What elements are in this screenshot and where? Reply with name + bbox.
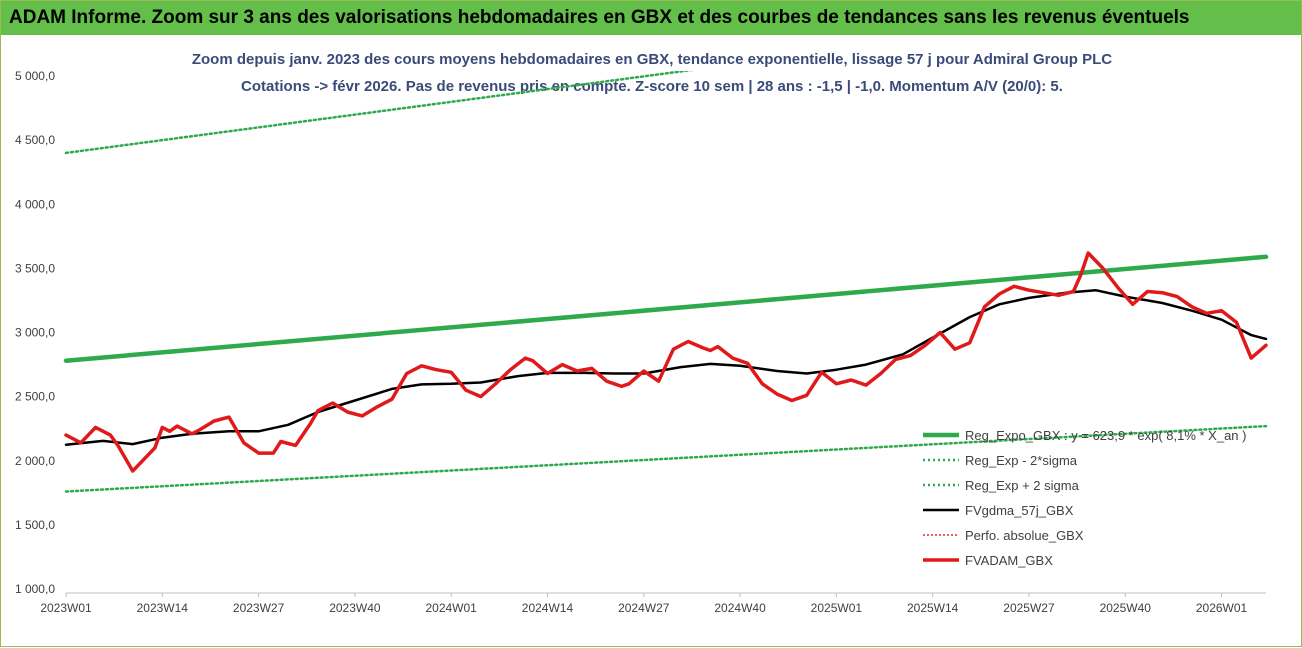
x-tick-label: 2025W40: [1100, 601, 1152, 615]
legend-label-upper-sigma-line: Reg_Exp + 2 sigma: [965, 478, 1080, 493]
y-tick-label: 1 500,0: [15, 518, 55, 532]
x-tick-label: 2025W14: [907, 601, 959, 615]
banner-title: ADAM Informe. Zoom sur 3 ans des valoris…: [1, 1, 1301, 35]
legend-label-fv57-line: FVgdma_57j_GBX: [965, 503, 1074, 518]
legend-label-lower-sigma-line: Reg_Exp - 2*sigma: [965, 453, 1078, 468]
y-tick-label: 5 000,0: [15, 69, 55, 83]
chart-title: Zoom depuis janv. 2023 des cours moyens …: [191, 51, 1113, 68]
x-tick-label: 2025W01: [811, 601, 863, 615]
x-tick-label: 2024W14: [522, 601, 574, 615]
x-tick-label: 2024W40: [714, 601, 766, 615]
x-tick-label: 2024W27: [618, 601, 670, 615]
chart-subtitle: Cotations -> févr 2026. Pas de revenus p…: [241, 78, 1063, 95]
y-tick-label: 4 000,0: [15, 197, 55, 211]
x-tick-label: 2025W27: [1003, 601, 1055, 615]
y-tick-label: 3 500,0: [15, 261, 55, 275]
series-adam-price-line: [64, 251, 1268, 473]
x-tick-label: 2024W01: [425, 601, 477, 615]
series-lower-sigma-line: [64, 424, 1268, 493]
legend: Reg_Expo_GBX : y = 623,9 * exp( 8,1% * X…: [923, 428, 1246, 568]
legend-label-adam-price-line: FVADAM_GBX: [965, 553, 1053, 568]
x-tick-label: 2026W01: [1196, 601, 1248, 615]
x-tick-label: 2023W27: [233, 601, 285, 615]
legend-label-trend-line: Reg_Expo_GBX : y = 623,9 * exp( 8,1% * X…: [965, 428, 1246, 443]
y-tick-label: 1 000,0: [15, 582, 55, 596]
series-fv57-line: [64, 288, 1268, 446]
y-tick-label: 2 000,0: [15, 454, 55, 468]
y-tick-label: 4 500,0: [15, 133, 55, 147]
x-tick-label: 2023W40: [329, 601, 381, 615]
y-tick-label: 3 000,0: [15, 326, 55, 340]
legend-label-perfo-line: Perfo. absolue_GBX: [965, 528, 1084, 543]
x-tick-label: 2023W01: [40, 601, 92, 615]
series-trend-line: [63, 254, 1269, 363]
series-upper-sigma-line: [64, 71, 694, 155]
series-group: [63, 71, 1269, 493]
axes: 1 000,0 1 500,0 2 000,0 2 500,0 3 000,0 3 500…: [15, 69, 1266, 615]
y-tick-label: 2 500,0: [15, 390, 55, 404]
x-tick-label: 2023W14: [137, 601, 189, 615]
